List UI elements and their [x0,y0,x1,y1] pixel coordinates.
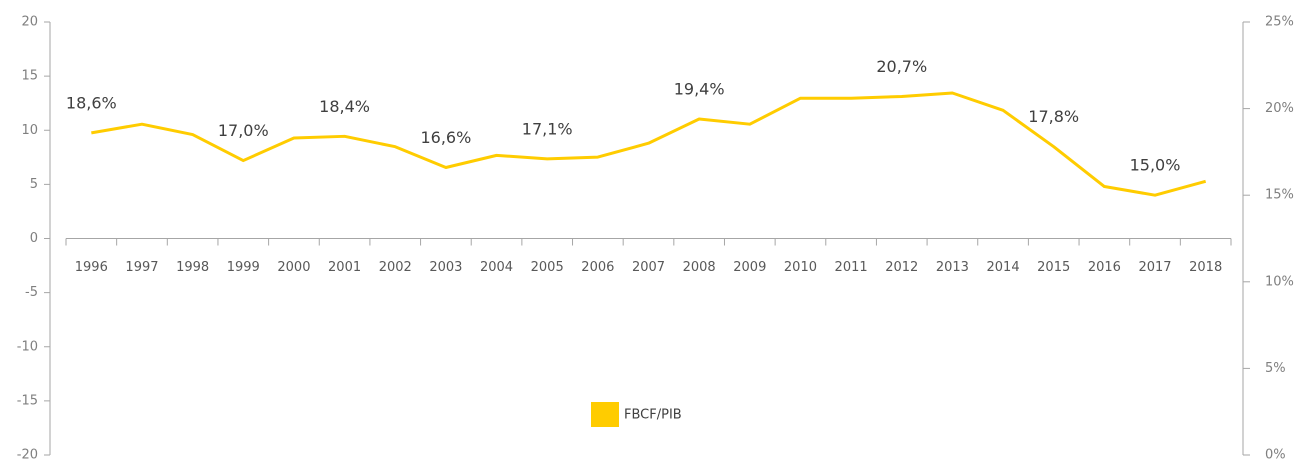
x-tick-label: 2009 [733,260,766,275]
x-tick-label: 2011 [835,260,868,275]
y2-tick-label: 10% [1265,274,1294,289]
legend-label: FBCF/PIB [624,408,682,423]
y2-tick-label: 5% [1265,361,1286,376]
x-tick-label: 1996 [75,260,108,275]
y-tick-label: -20 [17,448,38,463]
data-label: 18,4% [319,97,370,116]
y2-tick-label: 15% [1265,188,1294,203]
x-tick-label: 2014 [987,260,1020,275]
data-label: 19,4% [674,79,725,98]
x-tick-label: 2006 [581,260,614,275]
y-tick-label: 15 [21,69,38,84]
x-tick-label: 2002 [379,260,412,275]
data-label: 17,8% [1028,107,1079,126]
data-label: 17,1% [522,119,573,138]
x-tick-label: 2018 [1189,260,1222,275]
x-tick-label: 2017 [1138,260,1171,275]
x-tick-label: 2005 [531,260,564,275]
y2-tick-label: 25% [1265,15,1294,30]
y2-tick-label: 20% [1265,101,1294,116]
x-tick-label: 2004 [480,260,513,275]
x-tick-label: 2010 [784,260,817,275]
y-tick-label: 10 [21,123,38,138]
y-tick-label: 20 [21,15,38,30]
x-tick-label: 2013 [936,260,969,275]
y-tick-label: -10 [17,339,38,354]
x-tick-label: 1998 [176,260,209,275]
x-tick-label: 2001 [328,260,361,275]
x-tick-label: 2007 [632,260,665,275]
data-label: 15,0% [1130,156,1181,175]
y-tick-label: -5 [25,285,38,300]
y2-tick-label: 0% [1265,448,1286,463]
x-tick-label: 2016 [1088,260,1121,275]
x-tick-label: 2003 [429,260,462,275]
data-label: 17,0% [218,121,269,140]
x-tick-label: 1999 [227,260,260,275]
x-tick-label: 2000 [277,260,310,275]
data-label: 18,6% [66,93,117,112]
data-label: 20,7% [876,57,927,76]
line [91,91,1207,197]
x-tick-label: 2015 [1037,260,1070,275]
y-tick-label: -15 [17,393,38,408]
x-tick-label: 1997 [125,260,158,275]
x-tick-label: 2012 [885,260,918,275]
y-tick-label: 5 [30,177,38,192]
x-tick-label: 2008 [683,260,716,275]
legend-swatch [591,402,619,427]
y-tick-label: 0 [30,231,38,246]
data-label: 16,6% [420,128,471,147]
